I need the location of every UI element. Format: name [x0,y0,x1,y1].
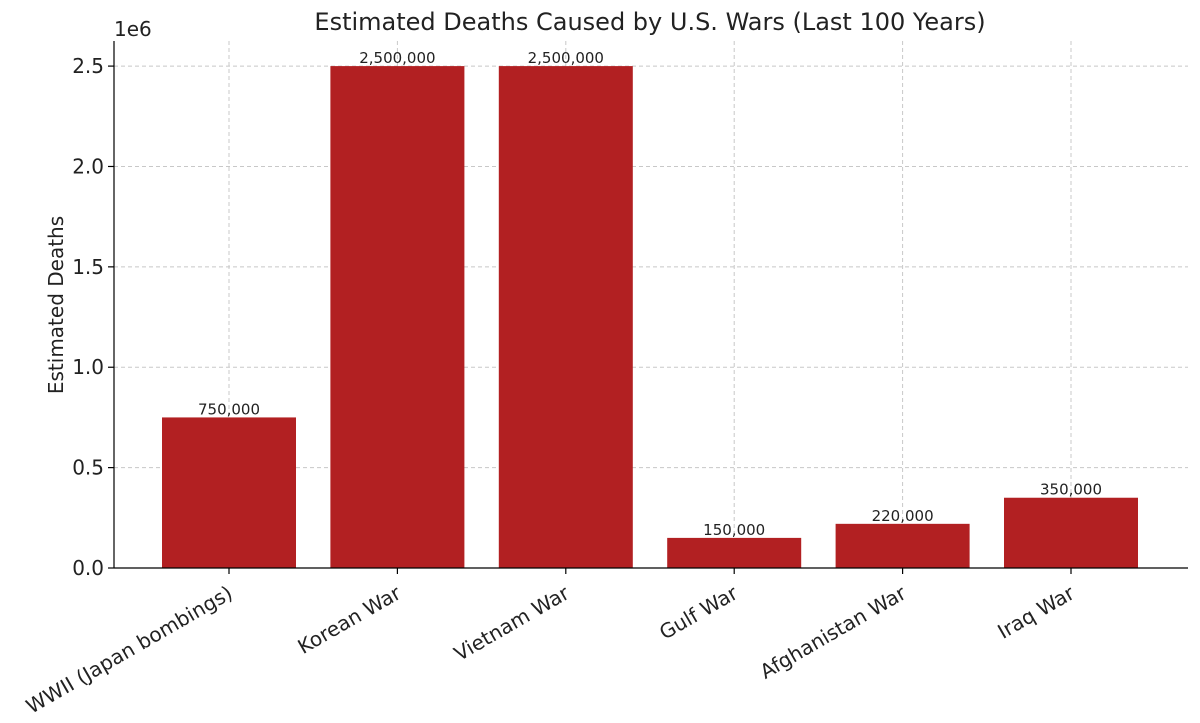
x-tick-label: Gulf War [655,580,742,644]
bar [498,66,633,568]
x-tick-label: Korean War [294,580,406,659]
axes [108,41,1188,574]
x-tick-label: WWII (Japan bombings) [22,581,237,719]
x-tick-label: Afghanistan War [756,580,911,683]
chart-title: Estimated Deaths Caused by U.S. Wars (La… [314,8,985,36]
y-tick-label: 1.5 [72,255,104,279]
y-axis-label: Estimated Deaths [44,216,68,394]
bar-value-label: 350,000 [1040,481,1102,499]
bar [162,417,296,568]
bar-value-label: 2,500,000 [528,49,604,67]
bar-value-label: 750,000 [198,400,260,418]
bar-value-label: 150,000 [703,521,765,539]
bars [162,66,1138,568]
y-tick-label: 0.5 [72,456,104,480]
bar [1004,497,1138,568]
bar-value-label: 2,500,000 [359,49,435,67]
y-tick-label: 1.0 [72,355,104,379]
bar [835,523,970,568]
x-tick-label: Iraq War [993,580,1079,643]
y-tick-label: 2.5 [72,54,104,78]
y-tick-label: 0.0 [72,556,104,580]
bar [667,537,802,568]
x-tick-label: Vietnam War [450,580,574,666]
bar-value-label: 220,000 [872,507,934,525]
y-tick-label: 2.0 [72,154,104,178]
bar [330,66,465,568]
y-axis-offset-label: 1e6 [114,17,152,41]
